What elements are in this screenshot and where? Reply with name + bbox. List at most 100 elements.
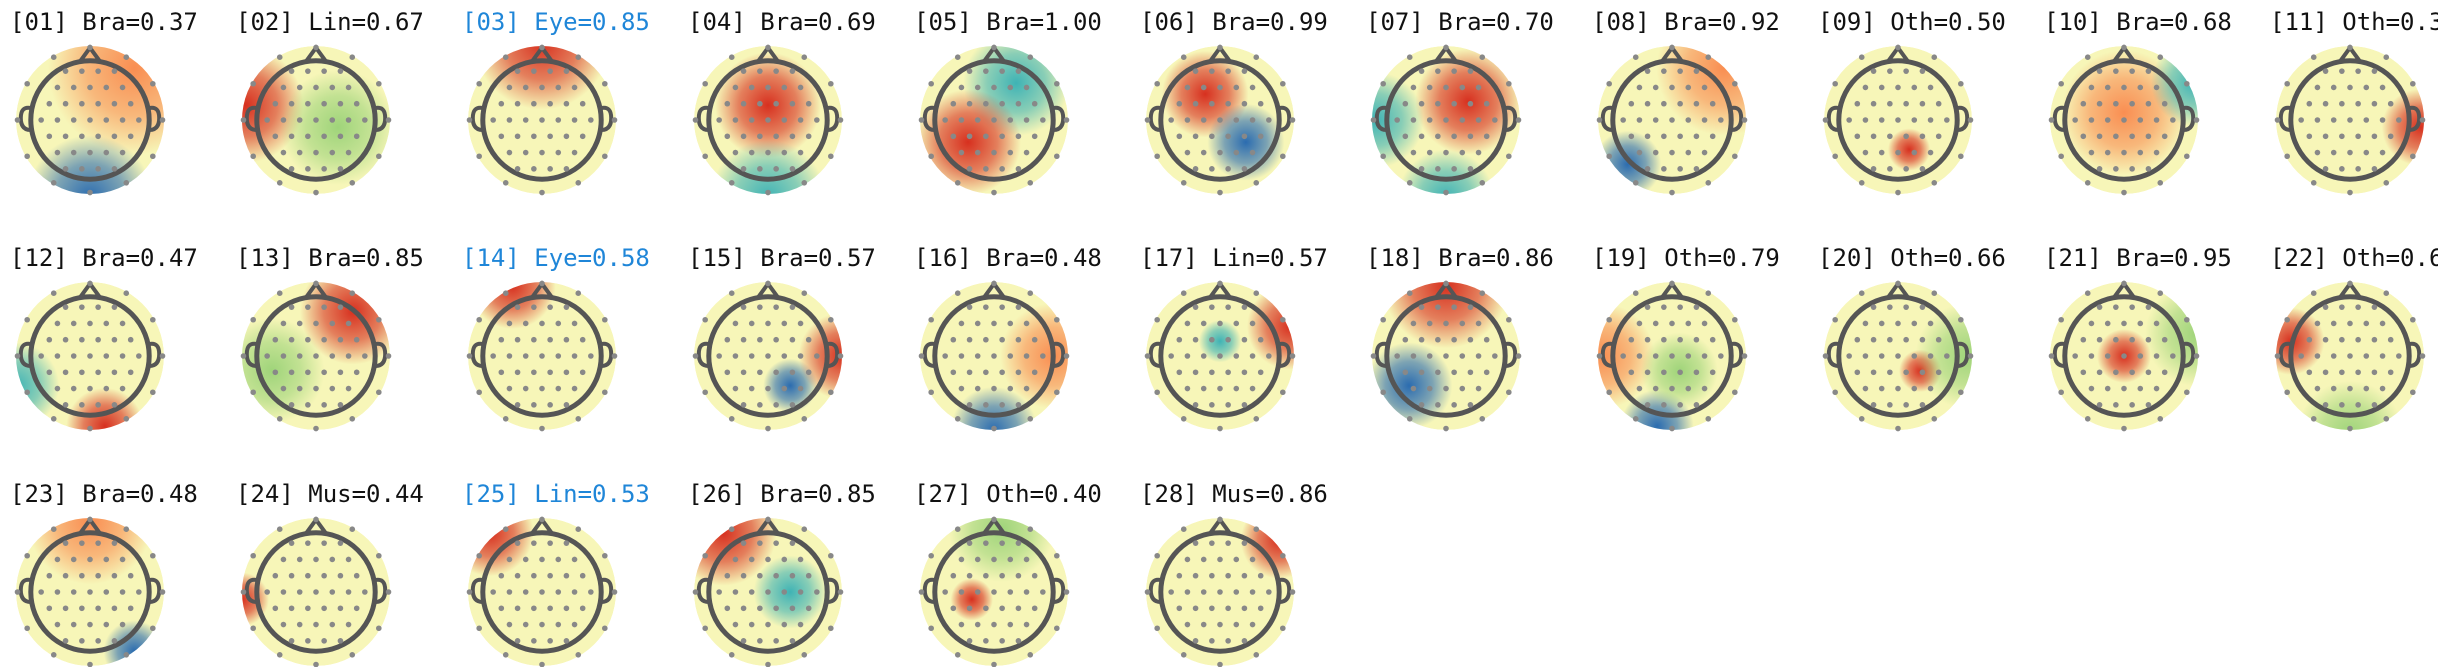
electrode — [732, 149, 739, 156]
electrode — [506, 320, 513, 327]
electrode — [1515, 117, 1522, 123]
electrode — [24, 153, 30, 160]
component-label: [14] Eye=0.58 — [462, 244, 650, 272]
electrode — [966, 402, 973, 408]
electrode — [2379, 353, 2386, 359]
electrode — [1257, 572, 1264, 579]
electrode — [1027, 652, 1034, 658]
electrode — [1870, 402, 1877, 408]
electrode — [1596, 117, 1603, 123]
electrode — [313, 589, 319, 595]
electrode — [2113, 68, 2119, 74]
electrode — [1225, 638, 1231, 644]
electrode — [1741, 353, 1748, 359]
electrode — [732, 385, 739, 392]
electrode — [87, 84, 93, 91]
electrode — [321, 402, 327, 408]
electrode — [2104, 353, 2111, 359]
electrode — [2339, 304, 2345, 310]
electrode — [1410, 117, 1417, 123]
electrode — [1661, 68, 1667, 74]
electrode — [1475, 117, 1482, 123]
electrode — [1184, 149, 1191, 156]
electrode — [2322, 133, 2329, 140]
electrode — [579, 605, 586, 612]
electrode — [805, 572, 812, 579]
electrode — [531, 133, 537, 140]
electrode — [1931, 290, 1938, 296]
electrode — [111, 605, 118, 612]
electrode — [280, 117, 287, 123]
electrode — [276, 54, 283, 60]
electrode — [991, 556, 997, 563]
electrode — [2298, 117, 2304, 123]
electrode — [2306, 369, 2313, 376]
electrode — [991, 589, 997, 595]
component: [12] Bra=0.47 — [10, 244, 198, 432]
electrode — [1958, 153, 1964, 160]
electrode — [958, 117, 965, 123]
electrode — [1370, 353, 1377, 359]
electrode — [1209, 68, 1215, 74]
electrode — [506, 556, 513, 563]
component: [18] Bra=0.86 — [1366, 244, 1554, 432]
electrode — [1620, 117, 1626, 123]
electrode — [575, 290, 582, 296]
electrode — [1705, 416, 1712, 422]
electrode — [757, 638, 763, 644]
electrode — [1007, 385, 1014, 392]
electrode — [2314, 149, 2321, 156]
electrode — [579, 100, 586, 107]
electrode — [2339, 166, 2345, 172]
topomap — [1146, 518, 1294, 666]
electrode — [966, 68, 973, 74]
electrode — [1459, 353, 1466, 359]
electrode — [2080, 336, 2087, 343]
electrode — [2096, 100, 2103, 107]
electrode — [2161, 336, 2168, 343]
electrode — [54, 320, 61, 327]
electrode — [1644, 336, 1651, 343]
head — [1158, 58, 1282, 182]
component-label: [09] Oth=0.50 — [1818, 8, 2006, 36]
electrode — [1475, 149, 1482, 156]
electrode — [2153, 385, 2160, 392]
electrode — [514, 100, 521, 107]
electrode — [765, 621, 771, 628]
ear — [696, 341, 710, 368]
ear — [2278, 341, 2292, 368]
electrode — [502, 290, 509, 296]
electrode — [514, 369, 521, 376]
electrode — [2347, 149, 2353, 156]
ear — [1826, 341, 1840, 368]
electrode — [466, 117, 473, 123]
electrode — [1732, 153, 1738, 160]
electrode — [502, 54, 509, 60]
electrode — [1661, 402, 1667, 408]
electrode — [111, 540, 118, 546]
electrode — [1718, 117, 1724, 123]
electrode — [123, 290, 130, 296]
electrode — [313, 385, 319, 392]
head — [1158, 530, 1282, 654]
electrode — [1249, 621, 1256, 628]
electrode — [288, 369, 295, 376]
electrode — [728, 526, 735, 532]
electrode — [765, 44, 771, 51]
electrode — [773, 540, 779, 546]
electrode — [2193, 117, 2200, 123]
electrode — [1418, 336, 1425, 343]
electrode — [539, 556, 545, 563]
electrode — [1661, 133, 1667, 140]
electrode — [602, 625, 608, 632]
electrode — [1919, 336, 1926, 343]
electrode — [2379, 117, 2386, 123]
electrode — [2347, 189, 2353, 196]
electrode — [563, 336, 570, 343]
electrode — [1280, 153, 1286, 160]
electrode — [918, 353, 925, 359]
electrode — [87, 425, 93, 432]
electrode — [1701, 84, 1708, 91]
electrode — [1007, 589, 1014, 595]
electrode — [805, 369, 812, 376]
